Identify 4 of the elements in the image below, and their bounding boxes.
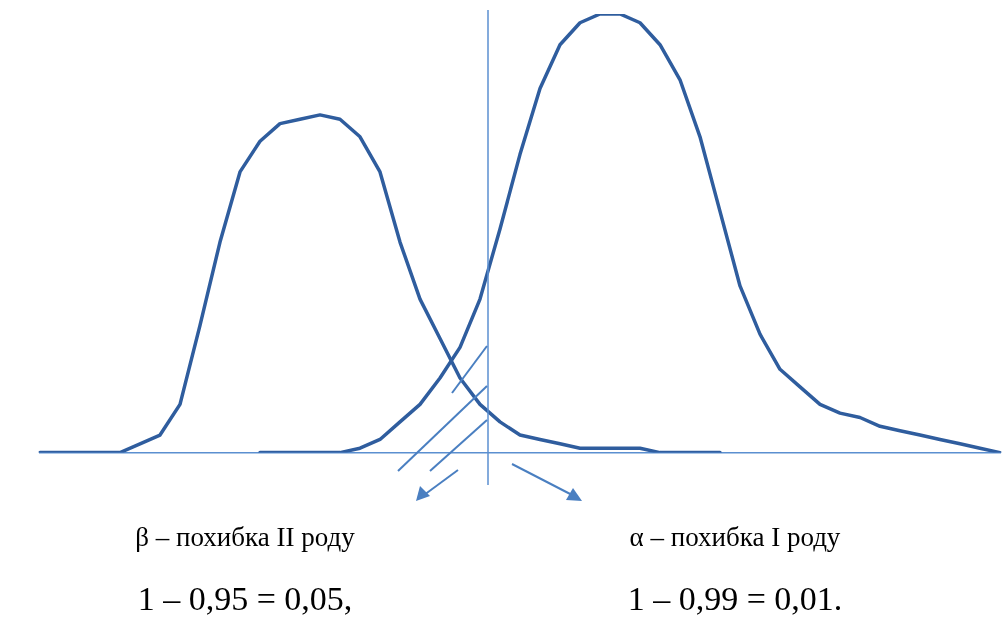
- text: 1 – 0,95 = 0,05,: [137, 580, 353, 618]
- text: α – похибка I роду: [629, 522, 841, 553]
- text: β – похибка II роду: [135, 522, 355, 553]
- text: 1 – 0,99 = 0,01.: [627, 580, 843, 618]
